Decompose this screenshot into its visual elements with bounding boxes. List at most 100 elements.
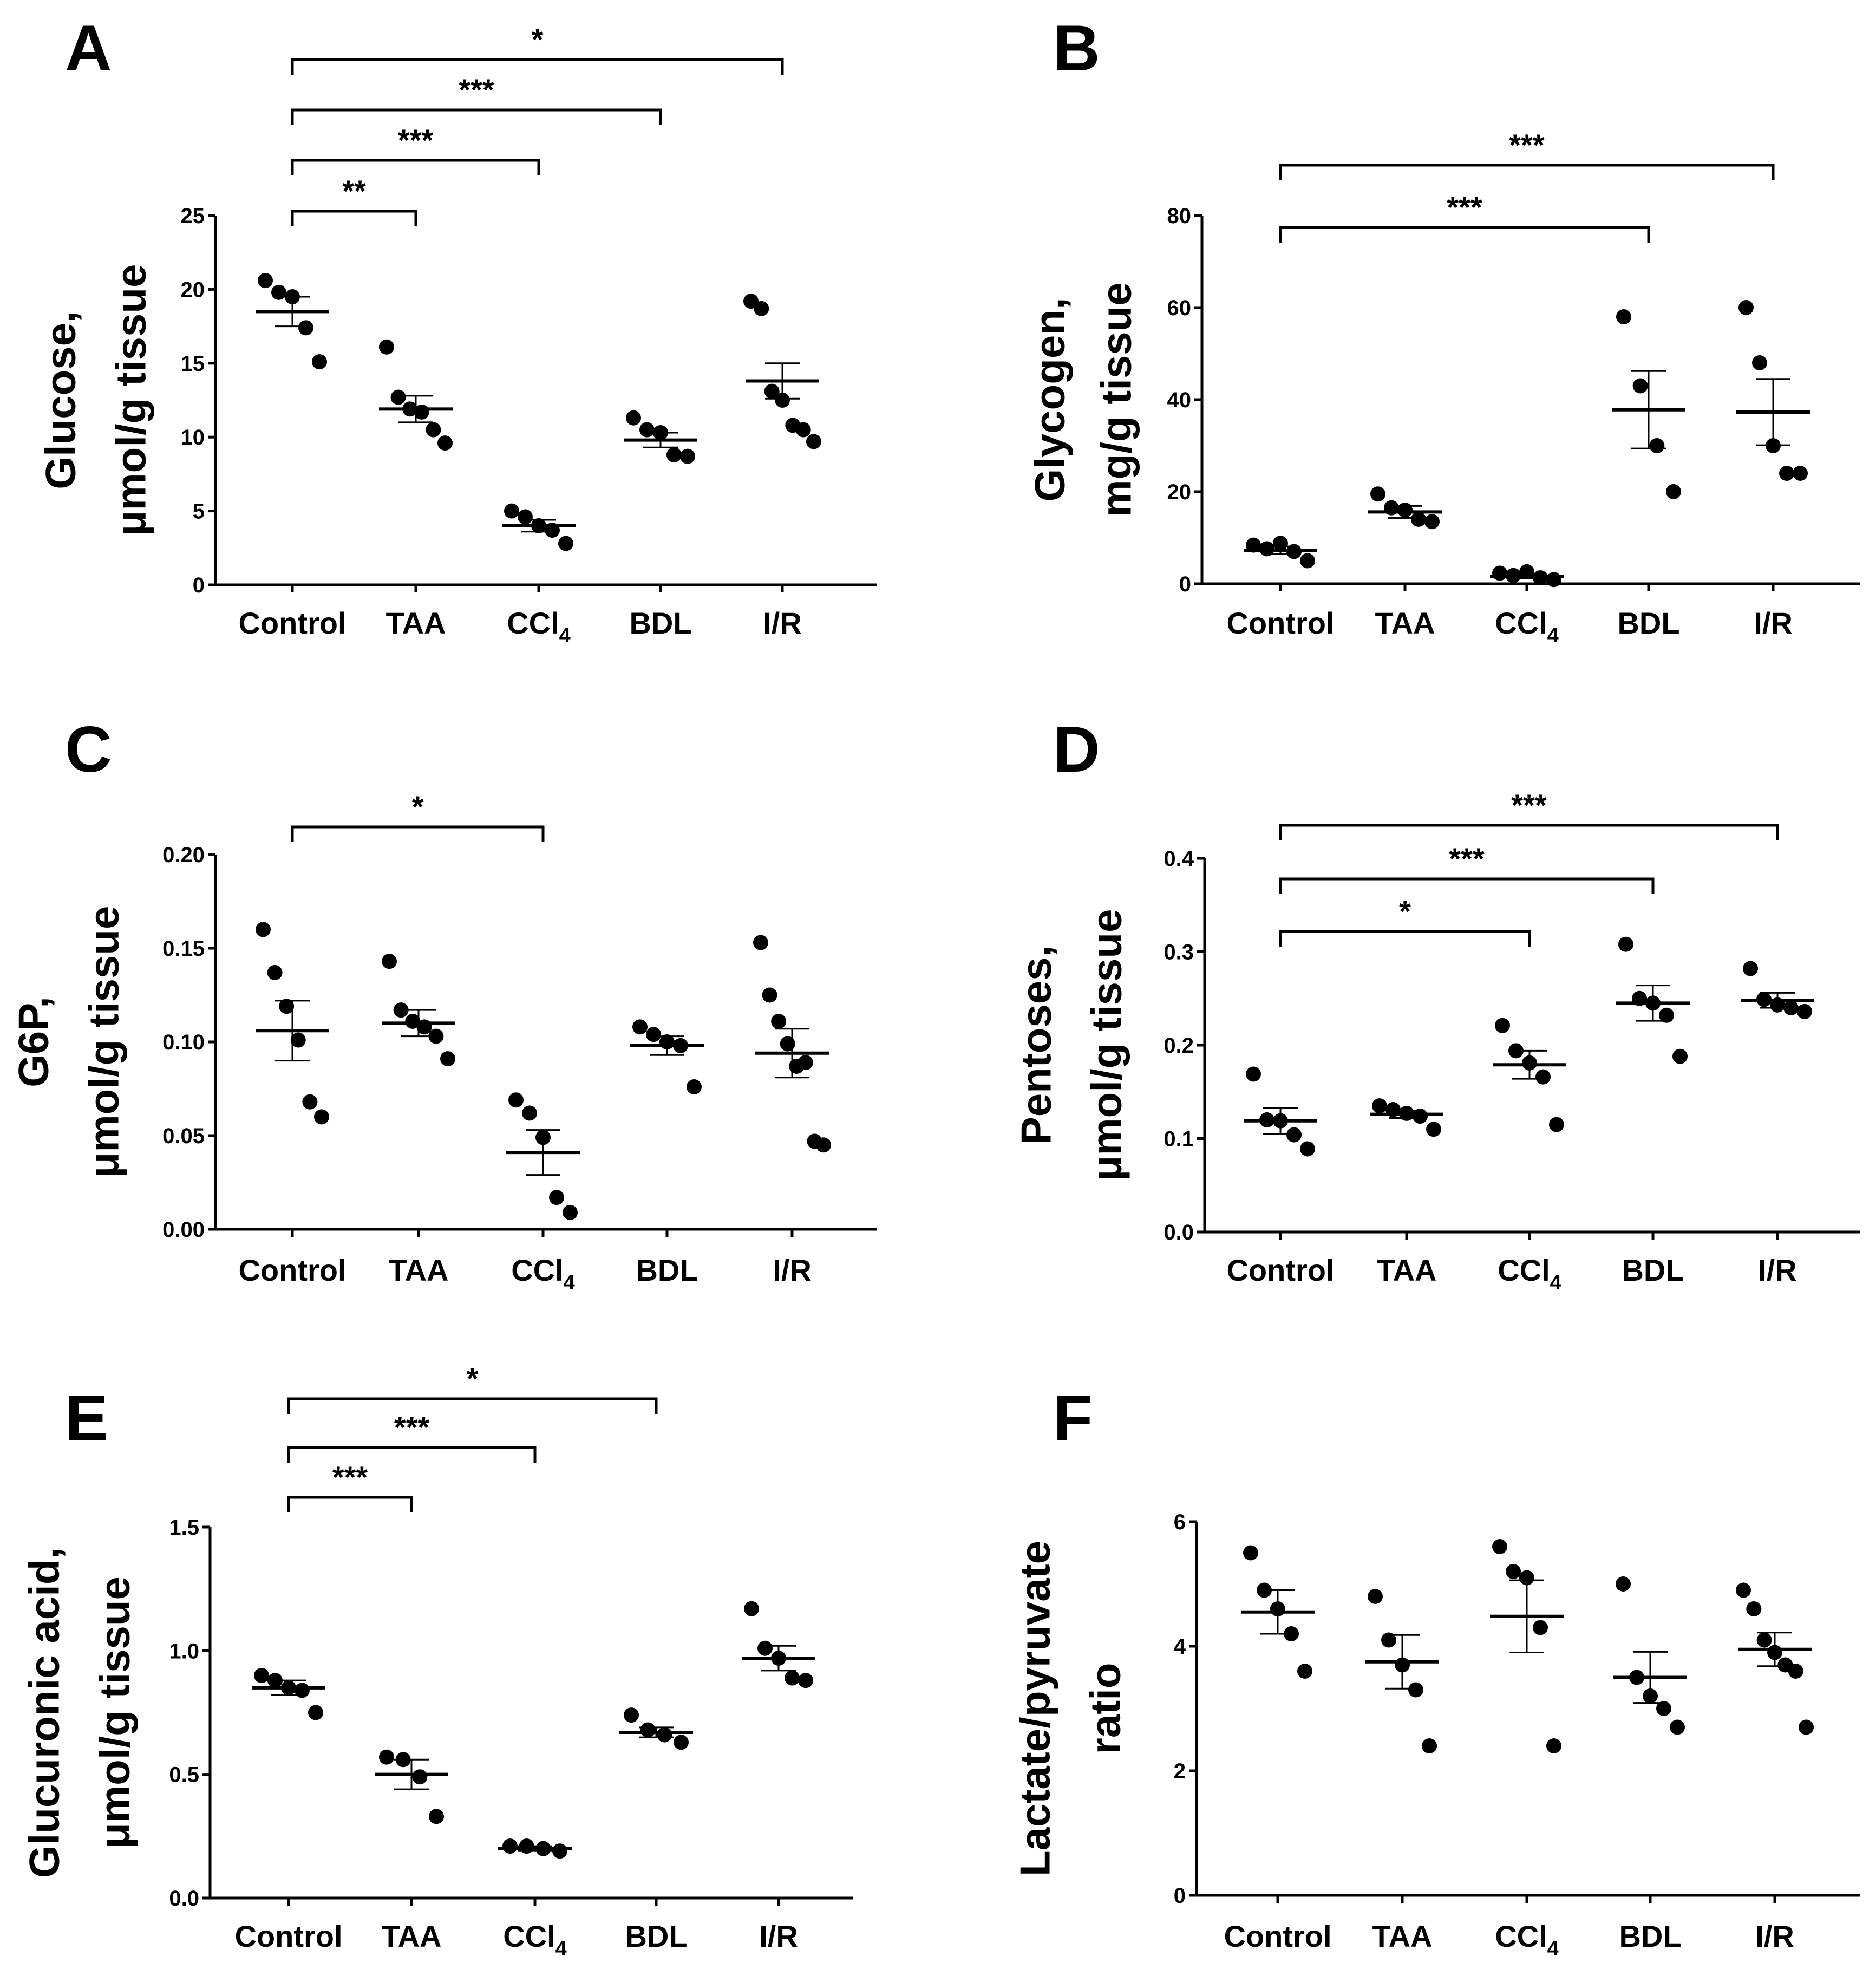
y-tick-label: 0.0 — [1163, 1221, 1194, 1244]
data-point — [558, 536, 573, 551]
panel-letter: F — [1053, 1382, 1093, 1455]
x-category-label: TAA — [1375, 606, 1435, 640]
significance-label: *** — [398, 123, 434, 157]
data-point — [518, 509, 533, 525]
x-category-label: I/R — [1758, 1253, 1797, 1287]
panel-a: A 0 5 10 15 20 25 Control TAA CCl4 BDL I/R Glucose, μ… — [37, 12, 877, 647]
data-point — [1381, 1632, 1396, 1648]
x-category-label: BDL — [1622, 1253, 1684, 1287]
panel-letter: C — [65, 713, 112, 786]
y-tick-label: 0.3 — [1163, 941, 1194, 964]
x-category-subscript: 4 — [555, 1938, 567, 1960]
x-category-label: BDL — [625, 1919, 687, 1953]
y-axis-title-line: μmol/g tissue — [1083, 909, 1130, 1182]
x-category-label: CCl4 — [1498, 1253, 1561, 1294]
y-axis-title-line: Glucuronic acid, — [21, 1547, 68, 1878]
y-axis-title-line: mg/g tissue — [1093, 282, 1140, 517]
data-point — [1411, 512, 1426, 527]
data-point — [1300, 553, 1315, 569]
panel-letter: A — [65, 12, 112, 84]
data-point — [1370, 486, 1385, 502]
data-point — [412, 1769, 428, 1785]
data-point — [1649, 438, 1665, 453]
significance-bracket — [287, 1397, 658, 1414]
y-tick-label: 0.5 — [169, 1763, 199, 1787]
x-category-label: Control — [1226, 606, 1334, 640]
data-point — [1492, 565, 1507, 581]
y-axis-title-line: Glucose, — [37, 311, 84, 489]
data-point — [1426, 1122, 1441, 1137]
x-category-label: I/R — [1755, 1919, 1794, 1953]
y-tick-label: 40 — [1167, 388, 1192, 412]
data-point — [267, 964, 283, 980]
data-point — [254, 1668, 269, 1683]
data-point — [405, 1013, 421, 1029]
data-point — [640, 1722, 656, 1738]
y-tick-label: 1.5 — [169, 1516, 199, 1540]
y-tick-label: 80 — [1167, 204, 1192, 228]
y-axis-title-line: μmol/g tissue — [80, 906, 128, 1178]
x-category-label: Control — [1224, 1919, 1331, 1953]
significance-bracket — [291, 108, 662, 125]
y-tick-label: 0.05 — [162, 1124, 205, 1148]
x-category-subscript: 4 — [564, 1272, 575, 1294]
data-point — [508, 1092, 524, 1108]
significance-label: * — [412, 790, 424, 824]
panel-letter: D — [1053, 713, 1100, 786]
data-point — [632, 1019, 648, 1035]
data-point — [256, 922, 271, 937]
y-tick-label: 0.2 — [1163, 1034, 1194, 1058]
data-point — [1672, 1048, 1688, 1064]
data-point — [624, 1707, 639, 1723]
data-point — [390, 389, 406, 405]
data-point — [437, 435, 453, 451]
data-point — [780, 1036, 795, 1052]
data-point — [1618, 936, 1633, 952]
significance-bracket — [1279, 930, 1531, 947]
data-point — [502, 1838, 518, 1854]
data-point — [657, 1727, 672, 1743]
data-point — [426, 422, 441, 438]
data-point — [549, 1190, 564, 1205]
x-category-subscript: 4 — [1547, 624, 1559, 647]
data-point — [379, 339, 394, 355]
y-tick-label: 20 — [181, 278, 205, 302]
data-point — [1670, 1719, 1685, 1735]
data-point — [1799, 1719, 1814, 1735]
data-point — [440, 1051, 455, 1067]
data-point — [1549, 1117, 1564, 1132]
significance-bracket — [291, 210, 417, 226]
data-point — [771, 1013, 787, 1029]
x-category-label: BDL — [636, 1253, 698, 1287]
data-point — [504, 503, 519, 519]
data-point — [1533, 1620, 1548, 1635]
data-point — [379, 1749, 394, 1765]
data-point — [785, 1670, 800, 1686]
data-point — [1616, 309, 1631, 324]
x-category-label: Control — [1226, 1253, 1334, 1287]
y-tick-label: 1.0 — [169, 1639, 199, 1663]
panel-d: D 0.0 0.1 0.2 0.3 0.4 Control TAA CCl4 BDL I/R Pent… — [1012, 713, 1860, 1294]
data-point — [1506, 1564, 1521, 1579]
data-point — [302, 1094, 318, 1110]
significance-label: *** — [332, 1460, 368, 1494]
x-category-label: TAA — [382, 1919, 442, 1953]
significance-label: ** — [342, 174, 366, 208]
y-tick-label: 10 — [181, 426, 205, 449]
data-point — [279, 999, 295, 1014]
y-tick-label: 0 — [1179, 572, 1191, 596]
x-category-label: I/R — [1754, 606, 1793, 640]
y-axis-title-line: Lactate/pyruvate — [1011, 1541, 1059, 1876]
data-point — [563, 1204, 578, 1220]
y-tick-label: 0.15 — [162, 937, 205, 961]
data-point — [314, 1109, 329, 1125]
data-point — [1746, 1601, 1762, 1616]
data-point — [1422, 1738, 1437, 1753]
significance-bracket — [1279, 226, 1650, 243]
panel-letter: B — [1053, 12, 1100, 84]
y-axis-title-line: ratio — [1082, 1662, 1129, 1754]
data-point — [744, 1601, 759, 1616]
data-point — [639, 422, 655, 438]
x-category-subscript: 4 — [559, 624, 571, 647]
